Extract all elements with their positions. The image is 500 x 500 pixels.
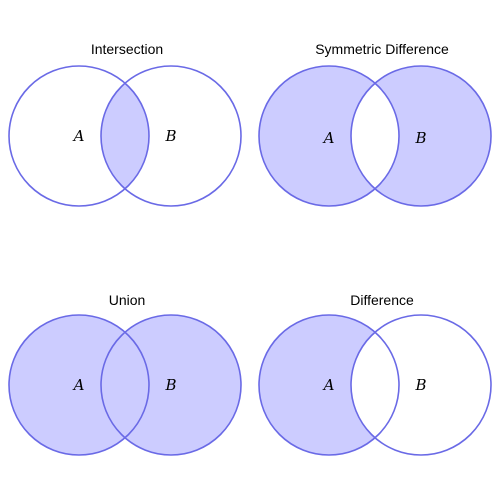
set-b-circle <box>100 65 242 207</box>
set-a-circle <box>8 314 150 456</box>
panel-title: Intersection <box>91 41 163 57</box>
set-a-label: A <box>72 127 85 145</box>
a-minus-b-region <box>259 315 399 455</box>
set-b-fill <box>101 315 241 455</box>
set-a-circle <box>8 65 150 207</box>
set-b-circle <box>350 314 492 456</box>
panel-union: Union A B <box>8 292 242 456</box>
b-only-region <box>351 66 491 206</box>
panel-title: Difference <box>350 292 414 308</box>
set-a-circle <box>258 65 400 207</box>
panel-symmetric-difference: Symmetric Difference A B <box>258 41 492 207</box>
set-a-label: A <box>72 376 85 394</box>
set-b-label: B <box>414 376 426 394</box>
set-b-label: B <box>164 127 176 145</box>
panel-title: Symmetric Difference <box>315 41 449 57</box>
intersection-region <box>101 66 149 206</box>
set-b-circle <box>100 314 242 456</box>
panel-intersection: Intersection A B <box>8 41 242 207</box>
set-b-label: B <box>164 376 176 394</box>
panel-difference: Difference A B <box>258 292 492 456</box>
set-b-circle <box>350 65 492 207</box>
set-a-label: A <box>322 376 335 394</box>
panel-title: Union <box>109 292 146 308</box>
set-a-circle <box>258 314 400 456</box>
set-b-label: B <box>414 129 426 147</box>
set-a-label: A <box>322 129 335 147</box>
